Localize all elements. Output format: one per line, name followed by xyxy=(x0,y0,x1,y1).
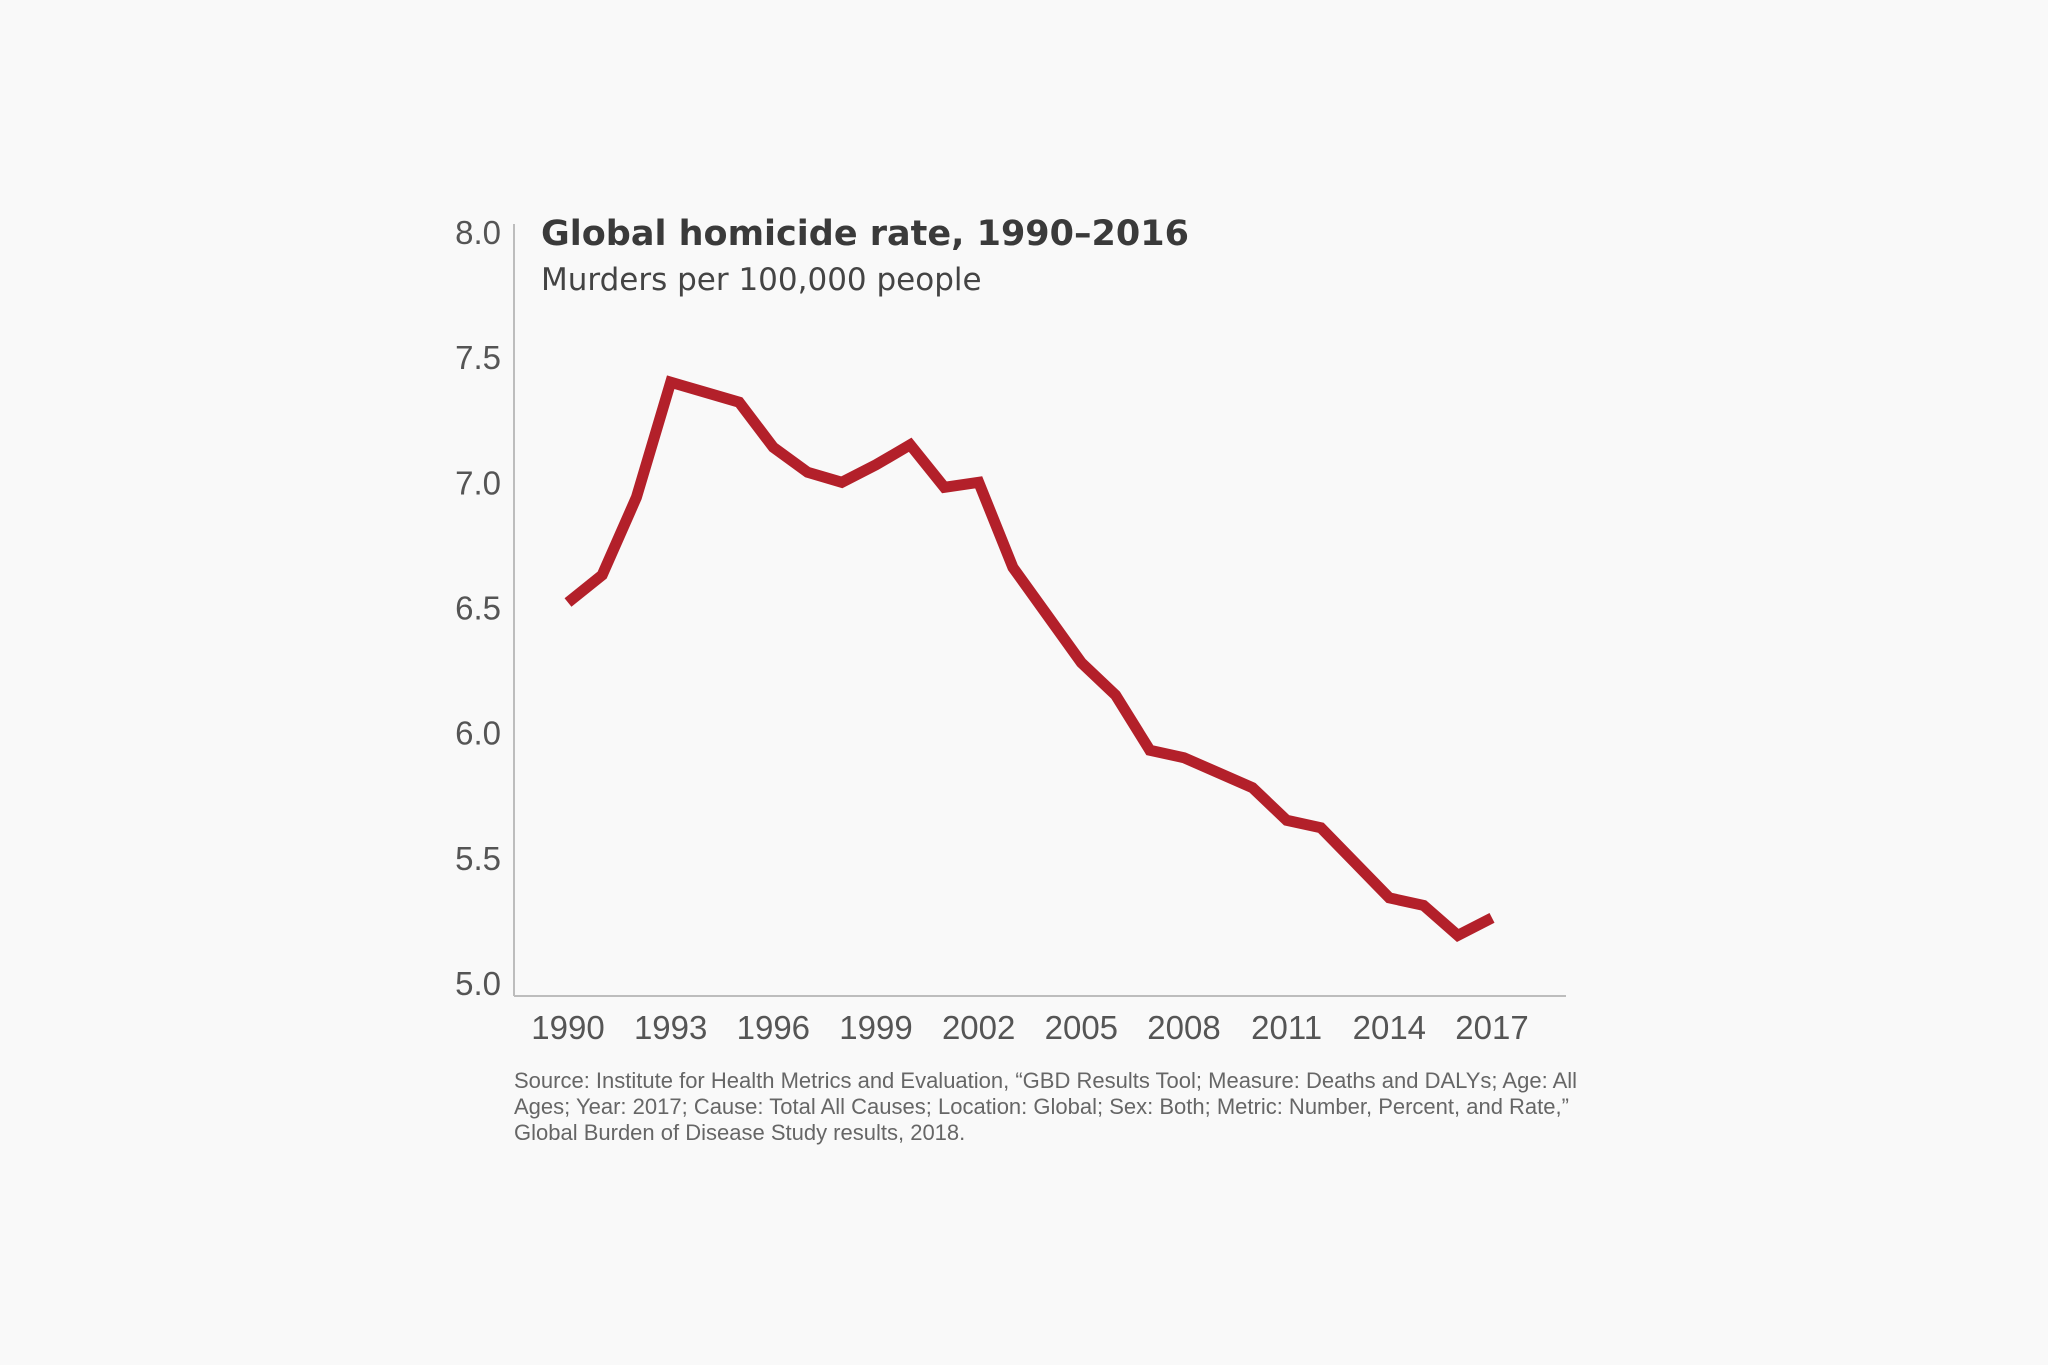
x-tick-label: 2002 xyxy=(942,1009,1015,1046)
x-tick-label: 1990 xyxy=(531,1009,604,1046)
y-tick-label: 6.5 xyxy=(455,590,501,627)
y-tick-label: 7.0 xyxy=(455,464,501,501)
x-tick-label: 2014 xyxy=(1353,1009,1426,1046)
chart-subtitle: Murders per 100,000 people xyxy=(541,262,982,298)
x-tick-label: 1996 xyxy=(737,1009,810,1046)
series-line xyxy=(564,375,1495,942)
x-tick-label: 1993 xyxy=(634,1009,707,1046)
x-tick-labels: 1990 1993 1996 1999 2002 2005 2008 2011 2014 2017 xyxy=(531,1009,1528,1046)
y-tick-label: 5.5 xyxy=(455,840,501,877)
y-tick-label: 5.0 xyxy=(455,965,501,1002)
y-tick-labels: 5.0 5.5 6.0 6.5 7.0 7.5 8.0 xyxy=(455,214,501,1002)
chart-axes xyxy=(513,224,1566,997)
y-tick-label: 6.0 xyxy=(455,715,501,752)
x-tick-label: 2017 xyxy=(1455,1009,1528,1046)
y-tick-label: 7.5 xyxy=(455,339,501,376)
series-group xyxy=(564,375,1495,942)
y-tick-label: 8.0 xyxy=(455,214,501,251)
x-tick-label: 2008 xyxy=(1147,1009,1220,1046)
x-tick-label: 1999 xyxy=(839,1009,912,1046)
source-note: Source: Institute for Health Metrics and… xyxy=(514,1068,1578,1145)
x-tick-label: 2005 xyxy=(1045,1009,1118,1046)
chart-title: Global homicide rate, 1990–2016 xyxy=(541,214,1189,254)
x-tick-label: 2011 xyxy=(1251,1009,1322,1046)
